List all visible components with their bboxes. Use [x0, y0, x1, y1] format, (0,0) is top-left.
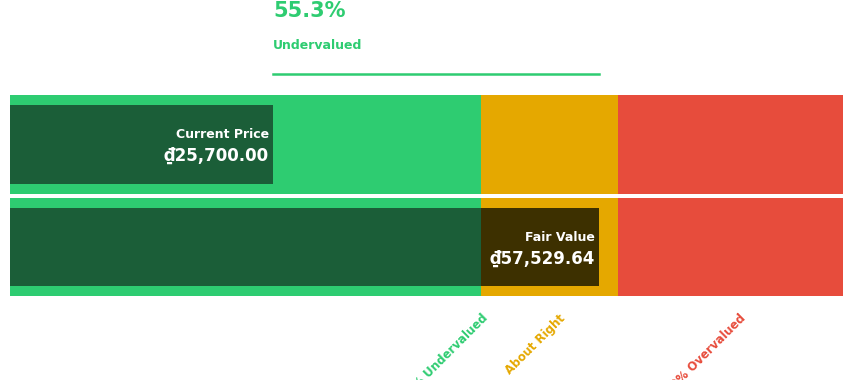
- Bar: [481, 198, 617, 296]
- Bar: [481, 95, 617, 194]
- Bar: [10, 287, 481, 296]
- Bar: [10, 105, 273, 184]
- Text: Fair Value: Fair Value: [525, 231, 595, 244]
- Bar: [617, 95, 842, 105]
- Text: ₫57,529.64: ₫57,529.64: [489, 249, 595, 268]
- Text: 20% Overvalued: 20% Overvalued: [662, 312, 747, 380]
- Bar: [10, 95, 481, 105]
- Bar: [10, 95, 481, 194]
- Text: Current Price: Current Price: [176, 128, 268, 141]
- Text: 20% Undervalued: 20% Undervalued: [399, 312, 490, 380]
- Bar: [481, 208, 599, 287]
- Text: About Right: About Right: [502, 312, 567, 377]
- Bar: [10, 208, 599, 287]
- Bar: [481, 95, 617, 105]
- Text: 55.3%: 55.3%: [273, 2, 345, 21]
- Bar: [10, 198, 481, 296]
- Bar: [617, 287, 842, 296]
- Text: ₫25,700.00: ₫25,700.00: [164, 147, 268, 165]
- Bar: [617, 198, 842, 296]
- Text: Undervalued: Undervalued: [273, 39, 362, 52]
- Bar: [617, 95, 842, 194]
- Bar: [481, 287, 617, 296]
